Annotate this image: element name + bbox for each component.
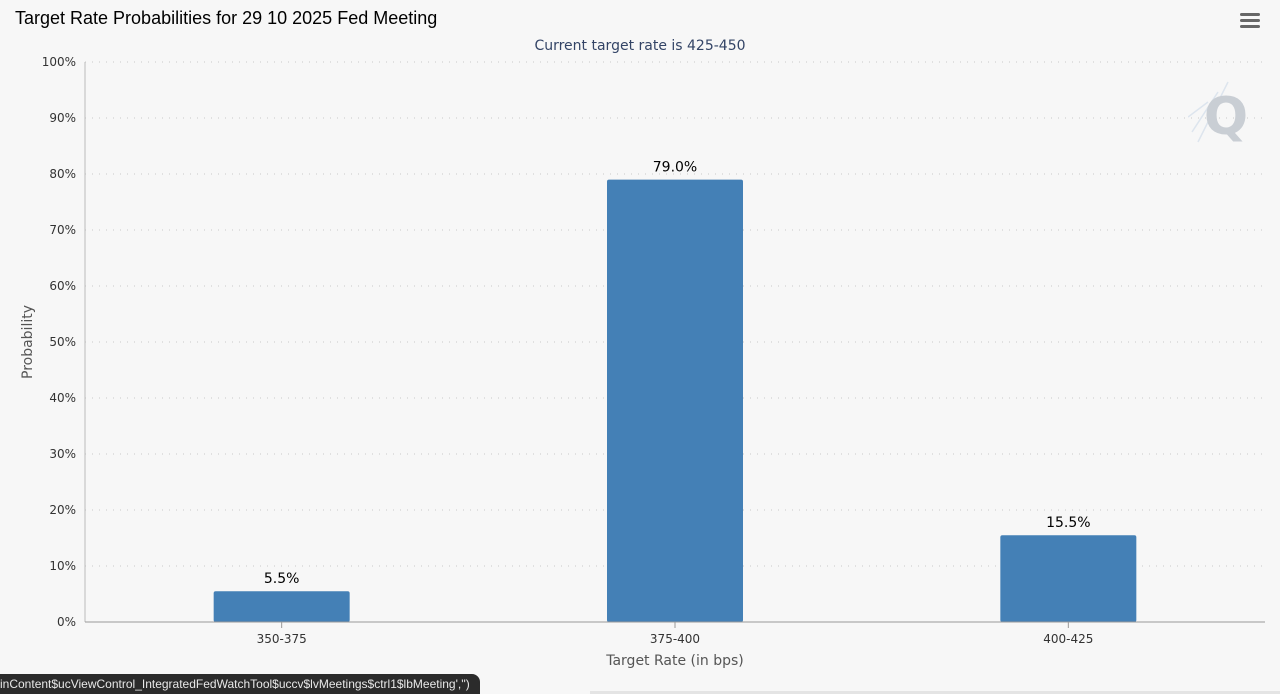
y-tick-labels: 0% 10% 20% 30% 40% 50% 60% 70% 80% 90% 100% xyxy=(42,55,76,629)
x-axis-label: Target Rate (in bps) xyxy=(605,653,744,669)
bottom-divider xyxy=(590,691,1280,694)
chart-subtitle: Current target rate is 425-450 xyxy=(534,38,745,54)
y-tick-label: 90% xyxy=(49,111,76,125)
y-tick-label: 40% xyxy=(49,391,76,405)
menu-line-1 xyxy=(1240,13,1260,16)
menu-line-2 xyxy=(1240,19,1260,22)
x-tick-labels: 350-375 375-400 400-425 xyxy=(257,622,1093,646)
y-tick-label: 80% xyxy=(49,167,76,181)
y-axis-label: Probability xyxy=(20,305,36,379)
y-tick-label: 20% xyxy=(49,503,76,517)
y-tick-label: 50% xyxy=(49,335,76,349)
menu-line-3 xyxy=(1240,25,1260,28)
y-tick-label: 10% xyxy=(49,559,76,573)
grid-lines xyxy=(85,61,1265,567)
y-tick-label: 30% xyxy=(49,447,76,461)
status-bar-url: inContent$ucViewControl_IntegratedFedWat… xyxy=(0,674,480,694)
x-tick-label: 375-400 xyxy=(650,632,700,646)
y-tick-label: 0% xyxy=(57,615,76,629)
y-tick-label: 70% xyxy=(49,223,76,237)
bars xyxy=(213,179,1137,622)
data-label-400-425: 15.5% xyxy=(1046,515,1090,531)
bar-350-375[interactable] xyxy=(213,591,350,622)
data-labels: 5.5% 79.0% 15.5% xyxy=(264,160,1091,588)
x-tick-label: 400-425 xyxy=(1043,632,1093,646)
data-label-375-400: 79.0% xyxy=(653,160,697,176)
data-label-350-375: 5.5% xyxy=(264,571,300,587)
chart-title: Target Rate Probabilities for 29 10 2025… xyxy=(15,8,438,28)
x-tick-label: 350-375 xyxy=(257,632,307,646)
bar-400-425[interactable] xyxy=(1000,535,1137,622)
hamburger-menu-icon[interactable] xyxy=(1238,10,1262,32)
y-tick-label: 60% xyxy=(49,279,76,293)
watermark-letter: Q xyxy=(1204,87,1248,147)
y-tick-label: 100% xyxy=(42,55,76,69)
quikstrike-logo-icon: Q xyxy=(1188,81,1248,147)
bar-375-400[interactable] xyxy=(607,179,743,622)
